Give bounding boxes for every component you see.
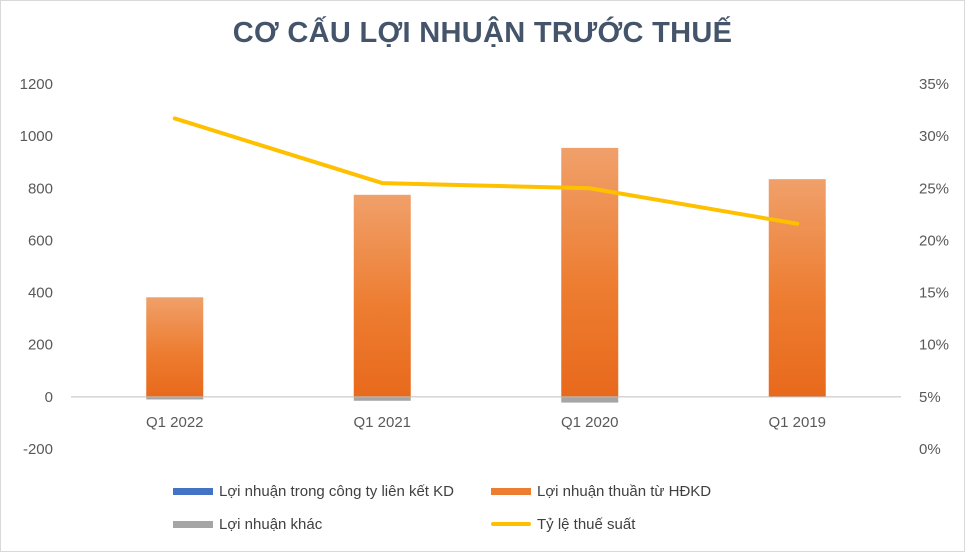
legend-swatch-gray (173, 520, 213, 528)
legend-label: Lợi nhuận trong công ty liên kết KD (219, 482, 454, 500)
bar-hdkd-1 (353, 194, 411, 397)
bar-hdkd-2 (561, 147, 619, 397)
bar-khac-1 (353, 396, 411, 401)
bar-khac-2 (561, 396, 619, 403)
legend-label: Lợi nhuận khác (219, 515, 323, 533)
legend-label: Tỷ lệ thuế suất (537, 515, 636, 533)
y2-tick-label: 0% (919, 441, 941, 458)
legend-item-thue-suat: Tỷ lệ thuế suất (491, 514, 635, 534)
bar-hdkd-3 (768, 179, 826, 397)
y-tick-label: 1000 (20, 128, 53, 145)
y2-tick-label: 25% (919, 180, 949, 197)
y2-tick-label: 20% (919, 232, 949, 249)
bar-khac-0 (146, 396, 204, 400)
y-tick-label: -200 (23, 441, 53, 458)
chart-plot: 1200 1000 800 600 400 200 0 -200 35% 30% 25% 20% 15… (20, 76, 949, 458)
y-tick-label: 1200 (20, 76, 53, 93)
x-category-label: Q1 2021 (353, 414, 411, 431)
legend-swatch-blue (173, 487, 213, 495)
y-tick-label: 400 (28, 285, 53, 302)
y-tick-label: 800 (28, 180, 53, 197)
y-tick-label: 600 (28, 232, 53, 249)
y2-tick-label: 10% (919, 337, 949, 354)
legend-item-lien-ket: Lợi nhuận trong công ty liên kết KD (173, 481, 454, 501)
legend-item-hdkd: Lợi nhuận thuần từ HĐKD (491, 481, 711, 501)
y2-tick-label: 30% (919, 128, 949, 145)
x-category-label: Q1 2019 (768, 414, 826, 431)
bar-hdkd-0 (146, 297, 204, 397)
legend-item-khac: Lợi nhuận khác (173, 514, 322, 534)
x-category-label: Q1 2020 (561, 414, 619, 431)
line-tax-rate (172, 116, 800, 226)
legend-label: Lợi nhuận thuần từ HĐKD (537, 482, 712, 500)
legend-swatch-yellow-line (491, 522, 531, 526)
chart-title: CƠ CẤU LỢI NHUẬN TRƯỚC THUẾ (232, 17, 733, 49)
y-tick-label: 0 (45, 389, 53, 406)
y-tick-label: 200 (28, 337, 53, 354)
x-category-label: Q1 2022 (146, 414, 204, 431)
y2-tick-label: 35% (919, 76, 949, 93)
y2-tick-label: 15% (919, 285, 949, 302)
legend-swatch-orange (491, 487, 531, 495)
y2-tick-label: 5% (919, 389, 941, 406)
